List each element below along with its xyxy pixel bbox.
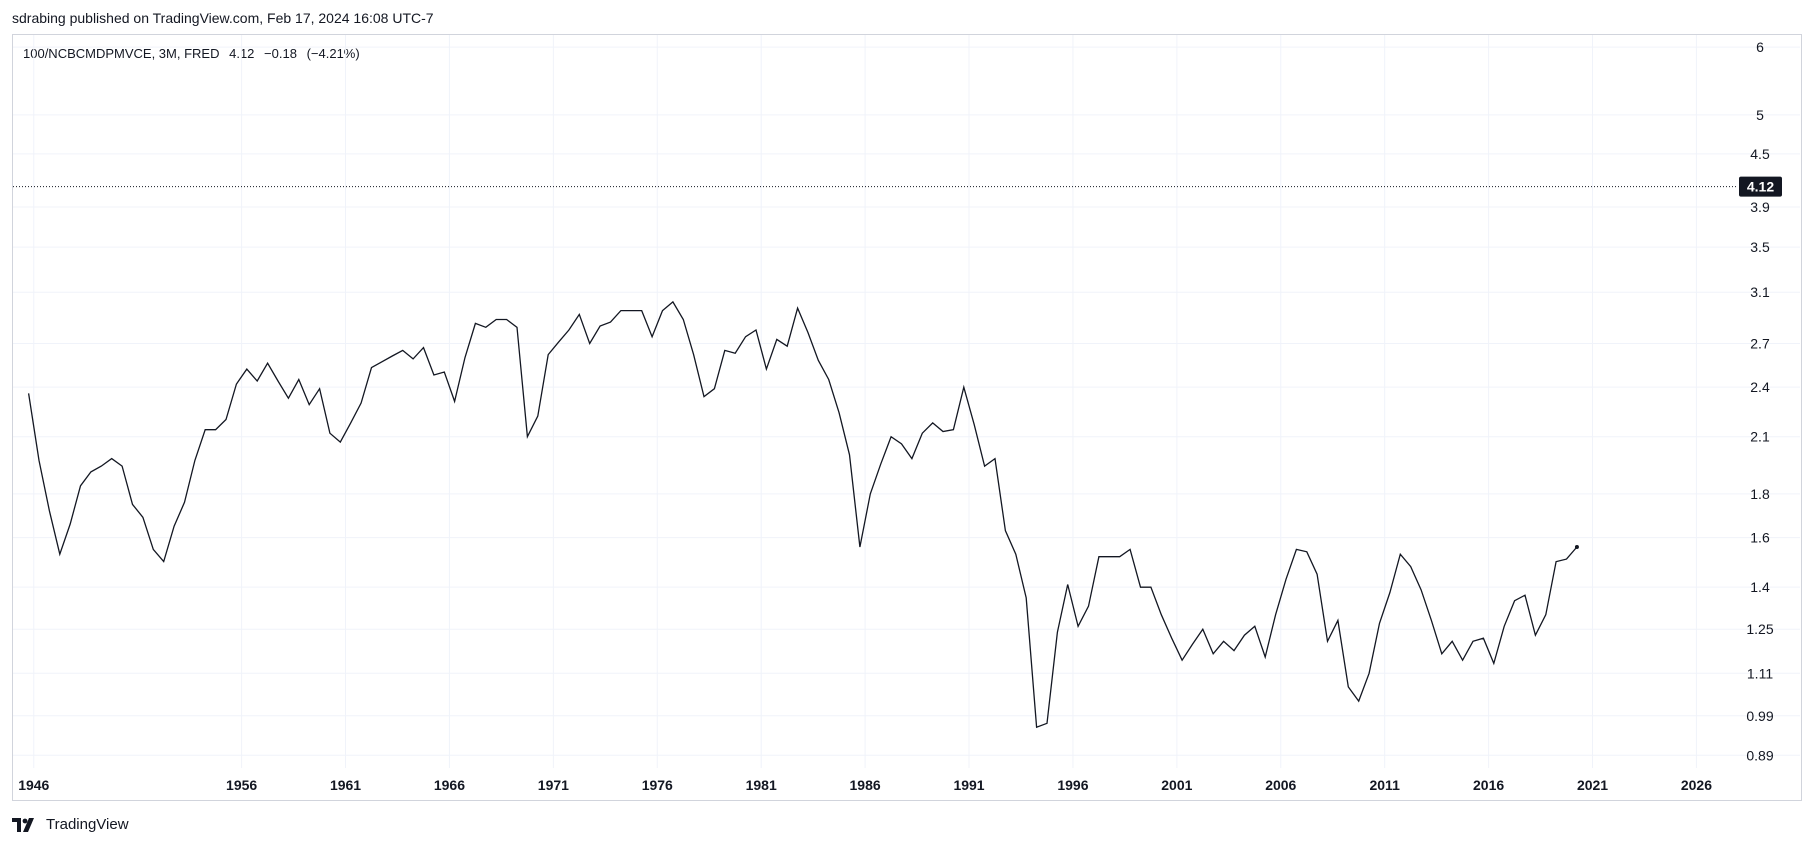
y-tick-label: 1.11 <box>1747 665 1773 681</box>
tradingview-brand[interactable]: TradingView <box>46 816 129 833</box>
x-tick-label: 1966 <box>434 777 465 793</box>
x-tick-label: 1976 <box>642 777 673 793</box>
y-tick-label: 3.9 <box>1750 199 1770 215</box>
y-tick-label: 1.4 <box>1750 579 1770 595</box>
y-tick-label: 1.25 <box>1746 621 1773 637</box>
tradingview-logo-icon <box>12 817 34 832</box>
y-tick-label: 5 <box>1756 107 1764 123</box>
last-price-badge <box>1739 176 1782 197</box>
y-tick-label: 4.5 <box>1750 146 1770 162</box>
publisher-caption: sdrabing published on TradingView.com, F… <box>12 10 434 26</box>
chart-frame <box>12 34 1802 801</box>
x-axis: 1946 1956 1961 1966 1971 1976 1981 1986 1991 1996… <box>18 777 1712 793</box>
x-tick-label: 1996 <box>1057 777 1088 793</box>
last-point <box>1574 545 1579 550</box>
chart-grid <box>13 35 1800 768</box>
y-tick-label: 3.5 <box>1750 239 1770 255</box>
x-tick-label: 1971 <box>538 777 569 793</box>
y-tick-label: 1.8 <box>1750 486 1770 502</box>
y-tick-label: 2.4 <box>1750 379 1770 395</box>
series-line <box>27 300 1578 729</box>
last-price-marker: 4.12 <box>13 176 1782 550</box>
last-price-badge-label: 4.12 <box>1747 179 1774 195</box>
y-tick-label: 6 <box>1756 39 1764 55</box>
y-tick-label: 2.1 <box>1750 429 1770 445</box>
y-tick-label: 2.7 <box>1750 335 1770 351</box>
x-tick-label: 1986 <box>850 777 881 793</box>
y-tick-label: 3.1 <box>1750 284 1770 300</box>
legend-symbol[interactable]: 100/NCBCMDPMVCE, 3M, FRED <box>23 46 220 61</box>
x-tick-label: 1991 <box>953 777 984 793</box>
x-tick-label: 1946 <box>18 777 49 793</box>
x-tick-label: 2026 <box>1681 777 1712 793</box>
series-legend: 100/NCBCMDPMVCE, 3M, FRED 4.12 −0.18 (−4… <box>23 46 366 61</box>
legend-change-percent: (−4.21%) <box>306 46 360 61</box>
x-tick-label: 2011 <box>1369 777 1400 793</box>
x-tick-label: 2016 <box>1473 777 1504 793</box>
y-tick-label: 0.89 <box>1746 747 1773 763</box>
y-tick-label: 0.99 <box>1746 708 1773 724</box>
y-tick-label: 1.6 <box>1750 530 1770 546</box>
x-tick-label: 2006 <box>1265 777 1296 793</box>
x-tick-label: 2021 <box>1577 777 1608 793</box>
x-tick-label: 1981 <box>746 777 777 793</box>
y-axis: 6 5 4.5 3.9 3.5 3.1 2.7 2.4 2.1 1.8 1.6 1.4 1.25 1.11… <box>1746 39 1773 763</box>
x-tick-label: 2001 <box>1161 777 1192 793</box>
legend-change: −0.18 <box>264 46 297 61</box>
x-tick-label: 1961 <box>330 777 361 793</box>
x-tick-label: 1956 <box>226 777 257 793</box>
footer: TradingView <box>12 816 129 833</box>
